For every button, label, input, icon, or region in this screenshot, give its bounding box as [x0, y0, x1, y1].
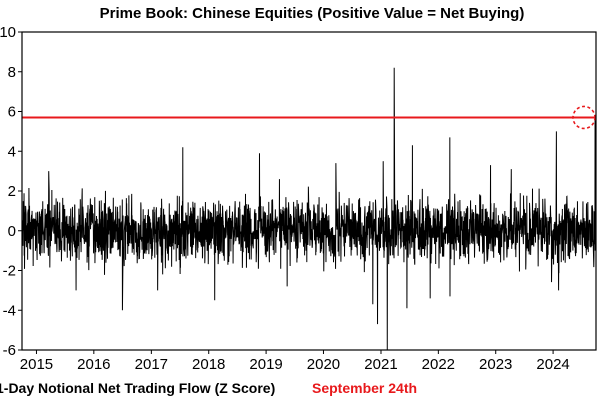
plot-frame [21, 31, 597, 351]
highlight-circle [572, 105, 596, 130]
series-line [21, 67, 596, 351]
y-tick-label: 8 [8, 64, 16, 81]
y-tick-label: 0 [8, 223, 16, 240]
annotation-label: September 24th [312, 380, 417, 396]
x-tick-label: 2020 [307, 356, 340, 373]
x-tick-label: 2019 [249, 356, 282, 373]
x-tick-label: 2024 [536, 356, 569, 373]
y-tick-label: -2 [3, 263, 16, 280]
y-axis: -6 -4 -2 0 2 4 6 8 10 [0, 24, 22, 359]
chart-title: Prime Book: Chinese Equities (Positive V… [100, 5, 525, 22]
y-tick-label: -4 [3, 302, 16, 319]
y-tick-label: -6 [3, 342, 16, 359]
x-tick-label: 2023 [479, 356, 512, 373]
x-tick-label: 2017 [135, 356, 168, 373]
y-tick-label: 10 [0, 24, 16, 41]
x-axis-label: 1-Day Notional Net Trading Flow (Z Score… [0, 380, 275, 396]
x-tick-label: 2021 [364, 356, 397, 373]
series-path [21, 67, 596, 351]
y-tick-label: 6 [8, 104, 16, 121]
x-tick-label: 2022 [422, 356, 455, 373]
y-tick-label: 4 [8, 143, 16, 160]
x-tick-label: 2016 [77, 356, 110, 373]
x-tick-label: 2015 [20, 356, 53, 373]
x-axis: 2015 2016 2017 2018 2019 2020 2021 2022 2023 2024 [20, 350, 570, 373]
x-tick-label: 2018 [192, 356, 225, 373]
y-tick-label: 2 [8, 183, 16, 200]
